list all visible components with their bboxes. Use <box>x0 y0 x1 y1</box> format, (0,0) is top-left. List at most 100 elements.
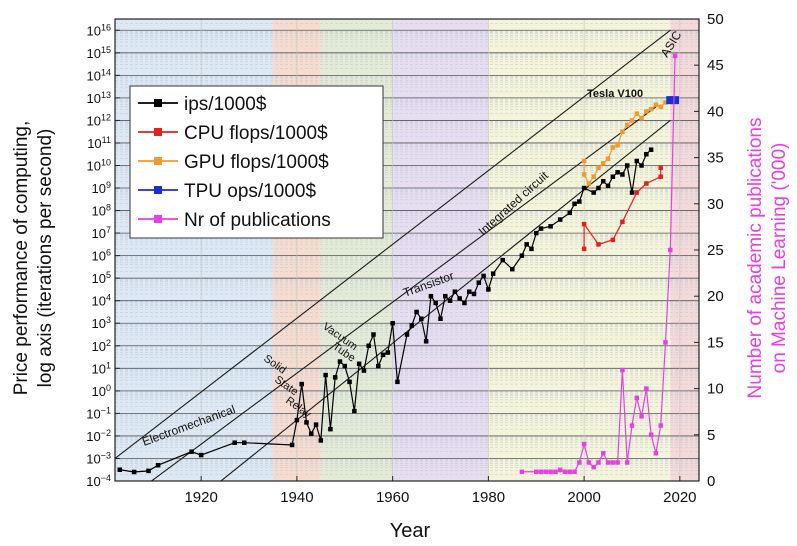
point-ips-1000-1 <box>131 469 137 475</box>
right-tick-label: 50 <box>707 11 724 28</box>
y-axis-left-label: Price performance of computing, log axis … <box>11 120 56 396</box>
point-nr-of-publications-20 <box>624 460 630 465</box>
point-gpu-flops-1000-16 <box>653 102 659 107</box>
point-ips-1000-74 <box>644 151 649 157</box>
point-tpu-ops-1000-0 <box>666 96 675 105</box>
point-nr-of-publications-16 <box>605 460 611 465</box>
point-cpu-flops-1000-7 <box>658 174 663 180</box>
point-nr-of-publications-23 <box>639 414 644 419</box>
point-nr-of-publications-2 <box>538 469 544 475</box>
right-tick-label: 30 <box>707 196 724 213</box>
point-nr-of-publications-3 <box>543 469 549 475</box>
point-ips-1000-12 <box>309 431 314 436</box>
point-nr-of-publications-7 <box>562 469 568 475</box>
point-gpu-flops-1000-1 <box>581 172 587 177</box>
point-nr-of-publications-0 <box>519 469 525 475</box>
point-ips-1000-15 <box>323 372 328 378</box>
point-nr-of-publications-6 <box>557 467 563 473</box>
point-nr-of-publications-13 <box>591 464 596 470</box>
point-ips-1000-69 <box>620 172 625 177</box>
point-nr-of-publications-11 <box>581 441 587 447</box>
point-ips-1000-13 <box>313 422 319 427</box>
point-cpu-flops-1000-2 <box>596 242 601 247</box>
point-ips-1000-11 <box>304 420 309 425</box>
left-tick-label: 1014 <box>87 67 111 83</box>
left-tick-label: 104 <box>92 293 111 309</box>
legend-label-ips-1000: ips/1000$ <box>184 94 267 115</box>
axes: 10−410−310−210−1100101102103104105106107… <box>86 11 723 506</box>
point-ips-1000-29 <box>390 320 395 326</box>
point-cpu-flops-1000-0 <box>581 246 587 252</box>
point-nr-of-publications-24 <box>644 386 649 391</box>
point-cpu-flops-1000-1 <box>581 221 587 227</box>
point-cpu-flops-1000-4 <box>620 219 625 225</box>
left-tick-label: 102 <box>92 338 111 354</box>
point-ips-1000-61 <box>577 199 582 204</box>
point-nr-of-publications-8 <box>567 469 573 475</box>
point-ips-1000-10 <box>299 381 304 387</box>
right-tick-label: 20 <box>707 288 724 305</box>
point-ips-1000-36 <box>428 293 434 299</box>
x-tick-label: 1960 <box>376 489 409 506</box>
point-ips-1000-70 <box>624 163 630 168</box>
trend-lines <box>115 29 671 481</box>
point-gpu-flops-1000-14 <box>644 109 649 114</box>
point-ips-1000-2 <box>146 468 151 474</box>
point-gpu-flops-1000-11 <box>629 118 635 123</box>
point-ips-1000-64 <box>596 185 601 191</box>
point-ips-1000-65 <box>601 179 606 184</box>
point-ips-1000-56 <box>538 226 544 231</box>
point-ips-1000-31 <box>404 332 410 337</box>
point-ips-1000-57 <box>548 224 553 229</box>
point-ips-1000-5 <box>198 452 204 458</box>
legend-label-nr-of-publications: Nr of publications <box>184 210 331 231</box>
right-tick-label: 0 <box>707 473 715 490</box>
point-ips-1000-41 <box>452 289 458 294</box>
legend-marker-cpu-flops-1000 <box>154 128 162 136</box>
point-gpu-flops-1000-0 <box>581 158 587 164</box>
point-ips-1000-22 <box>356 361 362 367</box>
point-ips-1000-43 <box>462 300 467 306</box>
point-ips-1000-32 <box>409 323 415 328</box>
left-tick-label: 1015 <box>87 45 111 61</box>
x-tick-label: 1980 <box>472 489 505 506</box>
point-nr-of-publications-27 <box>658 423 663 428</box>
point-cpu-flops-1000-6 <box>644 181 649 186</box>
legend: ips/1000$ CPU flops/1000$ GPU flops/1000$ T… <box>129 85 384 239</box>
point-nr-of-publications-10 <box>577 460 582 465</box>
x-tick-label: 2020 <box>663 489 696 506</box>
left-tick-label: 108 <box>92 203 111 219</box>
point-gpu-flops-1000-10 <box>624 122 630 128</box>
point-gpu-flops-1000-4 <box>596 165 601 170</box>
point-gpu-flops-1000-8 <box>615 142 620 148</box>
point-gpu-flops-1000-5 <box>601 160 606 166</box>
right-tick-label: 40 <box>707 103 724 120</box>
point-ips-1000-67 <box>610 174 616 180</box>
legend-label-gpu-flops-1000: GPU flops/1000$ <box>184 152 329 173</box>
left-tick-label: 1010 <box>87 157 111 173</box>
right-tick-label: 5 <box>707 427 715 444</box>
point-gpu-flops-1000-17 <box>658 104 663 110</box>
point-ips-1000-28 <box>385 350 391 355</box>
point-ips-1000-20 <box>347 379 352 385</box>
point-ips-1000-44 <box>466 289 472 294</box>
point-ips-1000-40 <box>447 298 453 303</box>
trend-line-1 <box>150 106 657 481</box>
point-ips-1000-26 <box>376 363 381 369</box>
left-tick-label: 1016 <box>87 22 111 38</box>
point-nr-of-publications-1 <box>533 469 539 475</box>
left-tick-label: 107 <box>92 225 111 241</box>
left-tick-label: 10−4 <box>86 473 111 489</box>
point-ips-1000-14 <box>318 438 324 443</box>
point-ips-1000-72 <box>634 158 640 164</box>
point-ips-1000-52 <box>519 253 525 258</box>
left-tick-label: 1013 <box>87 90 111 106</box>
point-ips-1000-4 <box>189 449 194 454</box>
point-ips-1000-49 <box>490 271 496 276</box>
legend-box <box>129 85 384 239</box>
point-gpu-flops-1000-18 <box>663 100 668 105</box>
point-ips-1000-59 <box>567 210 573 216</box>
point-tpu-ops-1000-1 <box>671 96 680 105</box>
legend-marker-tpu-ops-1000 <box>154 186 162 194</box>
